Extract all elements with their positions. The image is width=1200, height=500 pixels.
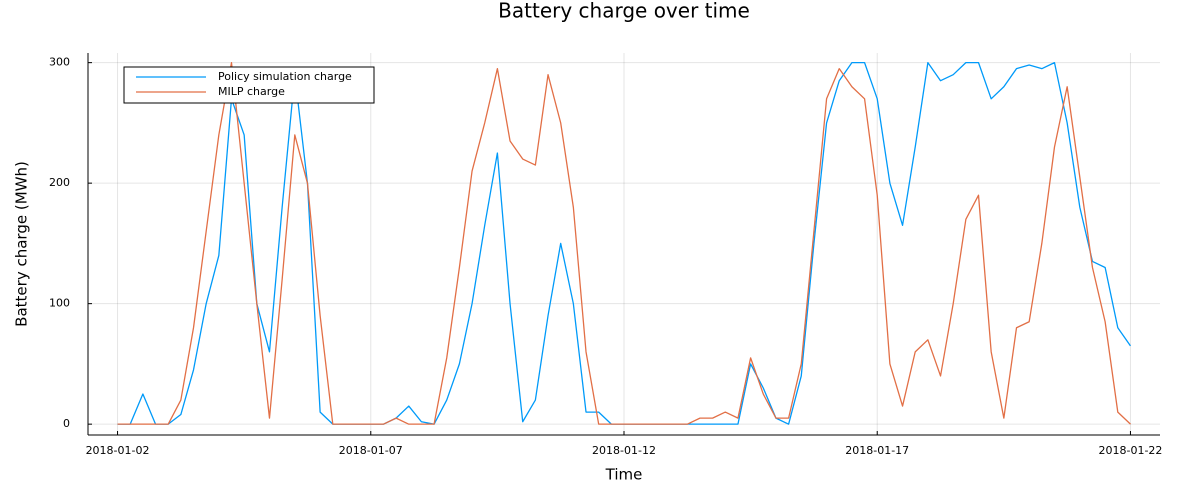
x-axis-label: Time xyxy=(605,466,643,484)
y-tick-label: 0 xyxy=(63,417,70,430)
x-tick-label: 2018-01-12 xyxy=(592,444,656,457)
legend-box xyxy=(123,66,375,104)
chart-title: Battery charge over time xyxy=(498,0,750,23)
legend-label: Policy simulation charge xyxy=(218,70,352,83)
y-tick-label: 200 xyxy=(49,176,70,189)
y-tick-label: 300 xyxy=(49,56,70,69)
x-tick-label: 2018-01-02 xyxy=(86,444,150,457)
x-tick-label: 2018-01-17 xyxy=(845,444,909,457)
y-tick-label: 100 xyxy=(49,297,70,310)
y-axis-label: Battery charge (MWh) xyxy=(13,161,31,327)
legend-label: MILP charge xyxy=(218,85,285,98)
x-tick-label: 2018-01-22 xyxy=(1098,444,1162,457)
series-line xyxy=(117,61,1131,425)
x-tick-label: 2018-01-07 xyxy=(339,444,403,457)
